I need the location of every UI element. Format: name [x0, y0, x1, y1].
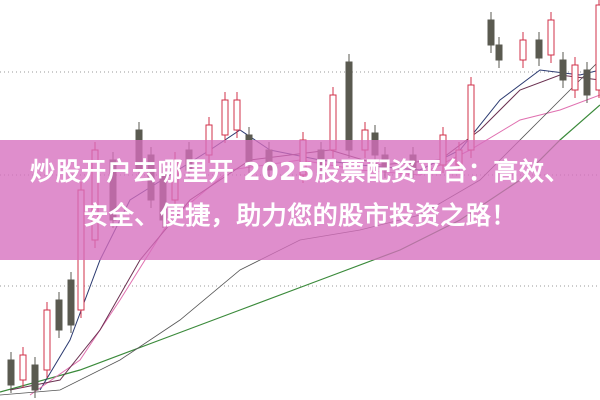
candle-body — [519, 39, 527, 61]
candle-body — [221, 99, 229, 136]
candle-body — [7, 359, 15, 386]
candle-body — [55, 299, 63, 331]
candle-body — [547, 19, 555, 56]
candle-body — [233, 99, 241, 131]
candle-body — [43, 309, 51, 371]
candle-body — [345, 61, 353, 151]
candle-body — [583, 69, 591, 96]
candle-body — [535, 39, 543, 59]
headline-line-2: 安全、便捷，助力您的股市投资之路！ — [83, 201, 517, 230]
candle-body — [487, 19, 495, 46]
candle-body — [559, 59, 567, 81]
candle-body — [495, 44, 503, 61]
candle-body — [19, 354, 27, 381]
headline-line-1: 炒股开户去哪里开 2025股票配资平台：高效、 — [30, 157, 570, 186]
candle-body — [571, 64, 579, 91]
candle-body — [595, 4, 600, 91]
title-banner — [0, 140, 600, 260]
candle-body — [31, 364, 39, 391]
candle-body — [67, 279, 75, 326]
headline: 炒股开户去哪里开 2025股票配资平台：高效、 安全、便捷，助力您的股市投资之路… — [0, 150, 600, 238]
